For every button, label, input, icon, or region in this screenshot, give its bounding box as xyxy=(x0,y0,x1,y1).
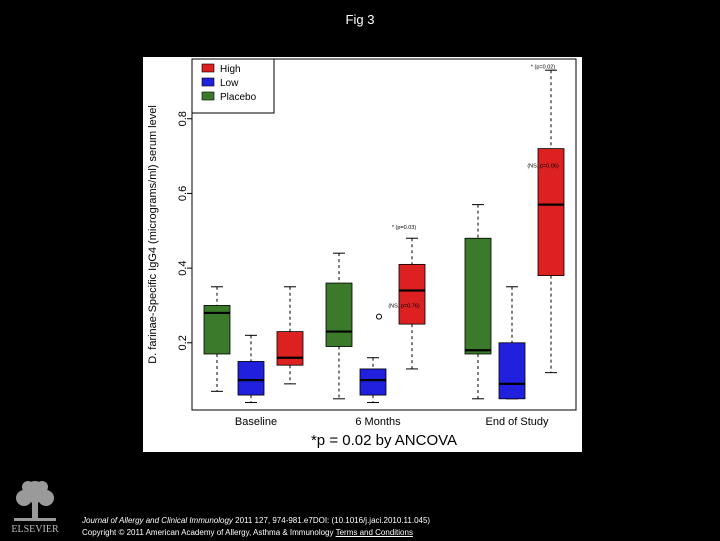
legend-swatch xyxy=(201,77,215,87)
box xyxy=(498,342,526,400)
y-tick-label: 0.4 xyxy=(177,260,189,275)
box xyxy=(325,282,353,347)
significance-annotation: * (p=0.03) xyxy=(392,225,416,231)
significance-annotation: * (p=0.02) xyxy=(531,64,555,70)
box xyxy=(359,368,387,396)
logo-wordmark: ELSEVIER xyxy=(11,524,59,535)
legend-label: Placebo xyxy=(220,92,257,103)
plot-frame xyxy=(191,58,577,411)
slide-title: Fig 3 xyxy=(345,12,375,27)
y-tick-label: 0.2 xyxy=(177,335,189,350)
tree-icon xyxy=(14,481,56,521)
box xyxy=(398,263,426,325)
x-category-label: End of Study xyxy=(486,416,549,428)
legend-label: Low xyxy=(220,78,239,89)
box xyxy=(464,237,492,355)
significance-annotation: (NS, p=0.06) xyxy=(527,163,559,169)
x-category-label: 6 Months xyxy=(355,416,401,428)
y-axis-label: D. farinae-Specific IgG4 (micrograms/ml)… xyxy=(147,105,159,364)
figure-panel: 0.2 0.4 0.6 0.8 D. farinae-Specific IgG4 (mi… xyxy=(143,57,582,452)
legend-swatch xyxy=(201,63,215,73)
legend-swatch xyxy=(201,91,215,101)
outlier-point xyxy=(376,313,382,320)
y-tick-label: 0.6 xyxy=(177,186,189,201)
citation: 2011 127, 974-981.e7DOI: (10.1016/j.jaci… xyxy=(235,516,431,525)
legend-label: High xyxy=(220,64,241,75)
box xyxy=(276,331,304,366)
x-category-label: Baseline xyxy=(235,416,277,428)
y-tick-label: 0.8 xyxy=(177,111,189,126)
significance-annotation: (NS, p=0.76) xyxy=(388,303,420,309)
terms-link[interactable]: Terms and Conditions xyxy=(335,528,413,537)
footer-citation-line: Journal of Allergy and Clinical Immunolo… xyxy=(82,515,430,527)
elsevier-logo: ELSEVIER xyxy=(6,478,64,536)
box xyxy=(537,148,565,276)
footer: Journal of Allergy and Clinical Immunolo… xyxy=(82,515,430,539)
journal-name: Journal of Allergy and Clinical Immunolo… xyxy=(82,516,233,525)
box xyxy=(237,361,265,396)
footer-copyright-line: Copyright © 2011 American Academy of All… xyxy=(82,527,430,539)
boxplot-chart: 0.2 0.4 0.6 0.8 D. farinae-Specific IgG4 (mi… xyxy=(147,58,577,449)
chart-caption: *p = 0.02 by ANCOVA xyxy=(311,432,457,449)
copyright: Copyright © 2011 American Academy of All… xyxy=(82,528,334,537)
